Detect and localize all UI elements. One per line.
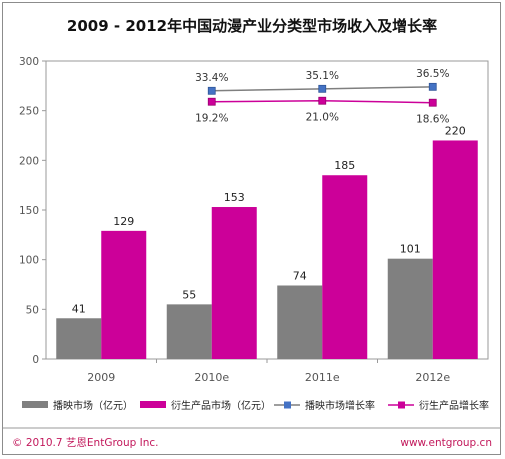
footer-website[interactable]: www.entgroup.cn — [400, 437, 492, 449]
bar-value-label: 220 — [445, 124, 466, 137]
x-tick-label: 2009 — [87, 371, 115, 384]
y-tick-label: 100 — [19, 255, 39, 267]
bar — [56, 318, 102, 359]
legend-label: 衍生产品增长率 — [419, 399, 489, 412]
footer-copyright: © 2010.7 艺恩EntGroup Inc. — [12, 437, 159, 449]
line-point — [207, 86, 216, 95]
y-axis: 0 50 100 150 200 250 300 — [19, 56, 46, 366]
legend-swatch — [22, 401, 48, 408]
line-point — [207, 97, 216, 106]
bar — [432, 140, 478, 359]
x-tick-label: 2010e — [194, 371, 229, 384]
y-tick-label: 200 — [19, 155, 39, 167]
line-point — [428, 98, 437, 107]
bar — [211, 207, 257, 359]
legend-label: 播映市场增长率 — [305, 399, 375, 412]
rate-label: 36.5% — [416, 68, 449, 80]
bar — [322, 175, 368, 359]
legend-swatch — [140, 401, 166, 408]
bar-value-label: 41 — [72, 302, 86, 315]
bar-value-label: 129 — [113, 215, 134, 228]
line-point — [318, 84, 327, 93]
bar — [387, 258, 433, 359]
y-tick-label: 50 — [26, 304, 39, 316]
bar-value-label: 55 — [182, 288, 196, 301]
bar — [277, 285, 323, 359]
bar-value-label: 153 — [224, 191, 245, 204]
bar — [166, 304, 212, 359]
legend-label: 播映市场（亿元） — [53, 399, 133, 412]
bar-value-label: 101 — [400, 243, 421, 256]
y-tick-label: 250 — [19, 106, 39, 118]
rate-label: 21.0% — [306, 112, 339, 124]
bar-series: 41 129 55 153 74 185 101 220 — [56, 124, 478, 359]
y-tick-label: 150 — [19, 205, 39, 217]
legend: 播映市场（亿元） 衍生产品市场（亿元） 播映市场增长率 衍生产品增长率 — [22, 399, 489, 412]
line-series: 33.4% 35.1% 36.5% 19.2% 21.0% 18.6% — [195, 68, 449, 126]
x-tick-label: 2012e — [415, 371, 450, 384]
line-point — [318, 96, 327, 105]
y-tick-label: 0 — [32, 354, 39, 366]
x-tick-label: 2011e — [305, 371, 340, 384]
bar-value-label: 185 — [334, 159, 355, 172]
legend-marker — [284, 401, 291, 409]
bar-value-label: 74 — [293, 269, 307, 282]
bar — [101, 230, 147, 359]
rate-label: 33.4% — [195, 72, 228, 84]
legend-label: 衍生产品市场（亿元） — [171, 399, 271, 412]
y-tick-label: 300 — [19, 56, 39, 68]
chart-title: 2009 - 2012年中国动漫产业分类型市场收入及增长率 — [67, 17, 437, 35]
rate-label: 18.6% — [416, 114, 449, 126]
rate-label: 35.1% — [306, 70, 339, 82]
x-axis: 2009 2010e 2011e 2012e — [87, 359, 450, 384]
line-point — [428, 82, 437, 91]
rate-label: 19.2% — [195, 113, 228, 125]
legend-marker — [398, 401, 405, 409]
